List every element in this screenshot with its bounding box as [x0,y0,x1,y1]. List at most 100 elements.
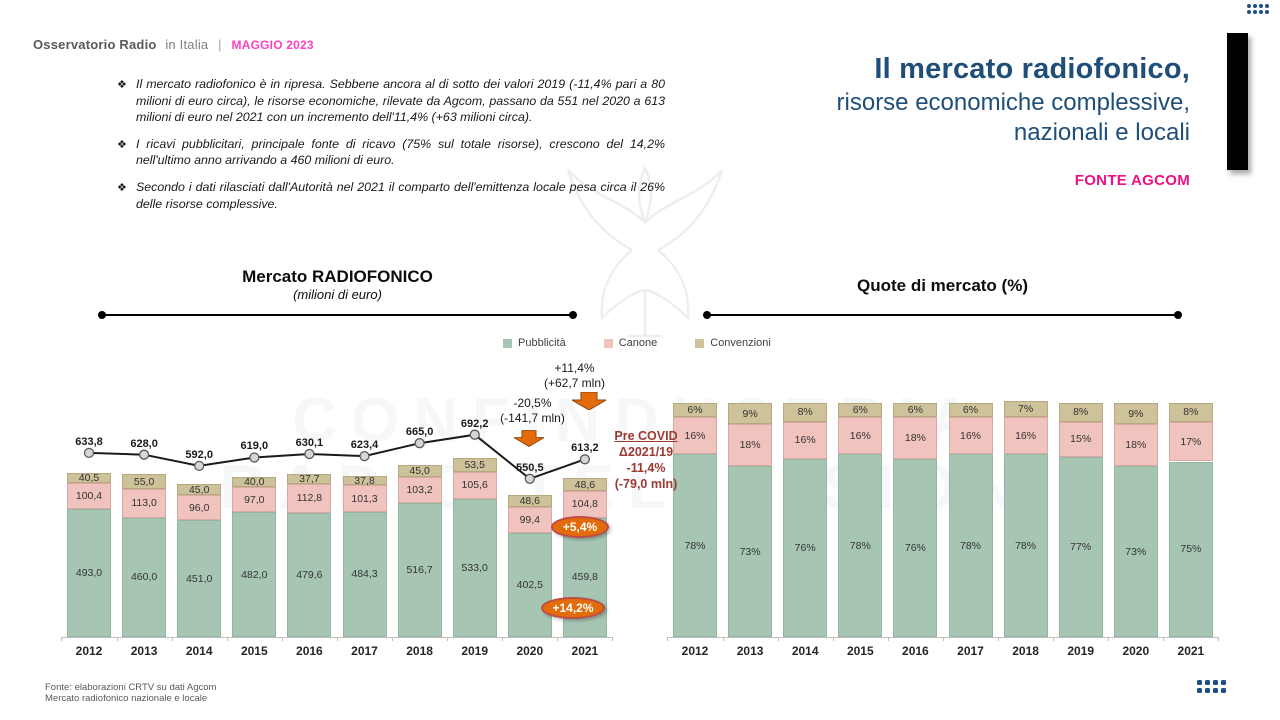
brand-separator: | [218,37,222,52]
bar-2015-convenzioni: 40,0 [232,476,277,488]
x-axis-tick [557,637,559,641]
source-label: FONTE AGCOM [1074,172,1190,189]
bar-2013-pubblicita: 73% [728,466,773,637]
x-axis-tick [942,637,944,641]
annotation-increase-pct: +11,4% [554,361,595,375]
x-axis-tick [226,637,228,641]
bar-2014-canone: 16% [783,421,828,460]
bar-2021-pubblicita: 75% [1168,461,1213,637]
total-line-series [83,429,591,484]
line-marker-icon [83,447,95,459]
line-value-label: 692,2 [460,417,489,430]
bar-2020-pubblicita: 73% [1113,466,1158,637]
line-marker-icon [469,429,480,440]
legend-label: Convenzioni [710,337,771,349]
bar-2014-pubblicita: 451,0 [177,520,222,637]
bar-value-label: 9% [742,407,758,420]
bar-value-label: 45,0 [188,483,210,496]
line-value-label: 550,5 [516,461,544,474]
bar-value-label: 6% [852,404,868,417]
axis-year-label: 2017 [957,644,984,658]
bar-2020-canone: 99,4 [507,507,552,533]
bar-value-label: 103,2 [406,483,433,496]
legend-item-canone: Canone [603,337,657,349]
bar-2016-pubblicita: 76% [893,459,938,637]
bar-2021-canone: 17% [1168,421,1213,462]
bar-value-label: 16% [849,429,871,442]
bar-2018-pubblicita: 78% [1003,454,1048,637]
bar-value-label: 78% [1015,539,1037,552]
left-title-divider [98,311,577,319]
x-axis-tick [1108,637,1110,641]
bar-value-label: 16% [959,429,981,442]
bar-2016-canone: 112,8 [287,483,332,513]
x-axis-tick [777,637,779,641]
bar-value-label: 516,7 [406,564,433,577]
bar-2020-convenzioni: 48,6 [507,494,552,508]
axis-year-label: 2019 [1067,644,1095,658]
bar-value-label: 78% [959,539,981,552]
left-chart-title-sub: (milioni di euro) [293,287,382,302]
bar-2015-pubblicita: 78% [838,454,883,637]
bar-value-label: 73% [1125,545,1147,558]
axis-year-label: 2015 [846,644,874,658]
x-axis-tick [1053,637,1055,641]
bar-value-label: 6% [687,404,703,417]
bar-value-label: 78% [684,539,706,552]
precovid-delta: Δ2021/19 [618,445,674,459]
bar-2019-canone: 105,6 [452,471,497,500]
bar-2021-convenzioni: 8% [1168,403,1213,422]
bar-value-label: 75% [1180,543,1202,556]
bar-2013-convenzioni: 55,0 [122,474,167,489]
line-marker-icon [304,448,315,460]
brand-date: MAGGIO 2023 [231,38,314,52]
bar-2014-pubblicita: 76% [783,459,828,637]
bar-2018-canone: 16% [1003,417,1048,455]
axis-year-label: 2017 [351,644,378,658]
bar-value-label: 16% [1015,429,1037,442]
right-chart-title-main: Quote di mercato (%) [857,276,1028,295]
bar-2017-canone: 16% [948,417,993,455]
bar-value-label: 100,4 [75,490,103,503]
bar-value-label: 76% [794,542,816,555]
left-chart-title: Mercato RADIOFONICO (milioni di euro) [100,267,575,303]
bar-2017-pubblicita: 78% [948,454,993,637]
line-marker-icon [194,460,205,472]
annotation-increase: +11,4% (+62,7 mln) [512,361,637,391]
bar-2016-convenzioni: 6% [893,403,938,418]
down-arrow-2020-icon [514,430,544,447]
line-value-label: 633,8 [75,435,103,448]
bar-value-label: 484,3 [351,568,378,581]
slide-title-line3: nazionali e locali [1013,119,1190,146]
bar-value-label: 8% [1073,406,1089,419]
line-value-label: 665,0 [405,426,434,439]
bar-2019-pubblicita: 533,0 [452,499,497,637]
annotation-precovid: Pre COVID Δ2021/19 -11,4% (-79,0 mln) [600,428,692,492]
slide-title-line2: risorse economiche complessive, [836,89,1190,116]
down-arrow-2021-icon [572,392,606,410]
bullet-item: Il mercato radiofonico è in ripresa. Seb… [117,76,665,126]
bar-value-label: 18% [739,439,761,452]
bar-value-label: 78% [849,539,871,552]
bar-value-label: 459,8 [571,571,599,584]
precovid-mln: (-79,0 mln) [614,477,678,491]
bar-2015-convenzioni: 6% [838,403,883,418]
footer-line2: Mercato radiofonico nazionale e locale [45,693,208,704]
bar-2015-canone: 97,0 [232,487,277,513]
line-marker-icon [138,449,150,460]
bar-2012-pubblicita: 493,0 [67,509,111,637]
x-axis-tick [392,637,394,641]
bar-value-label: 97,0 [244,493,265,506]
axis-year-label: 2012 [681,644,709,658]
bar-2020-convenzioni: 9% [1113,403,1158,425]
bar-value-label: 55,0 [133,475,155,488]
line-value-label: 623,4 [350,439,379,452]
bar-value-label: 6% [907,404,923,417]
precovid-title: Pre COVID [614,429,678,443]
axis-year-label: 2019 [461,644,489,658]
bar-2012-pubblicita: 78% [673,454,717,637]
line-marker-icon [414,438,425,449]
line-marker-icon [524,473,535,484]
bar-value-label: 76% [904,542,926,555]
